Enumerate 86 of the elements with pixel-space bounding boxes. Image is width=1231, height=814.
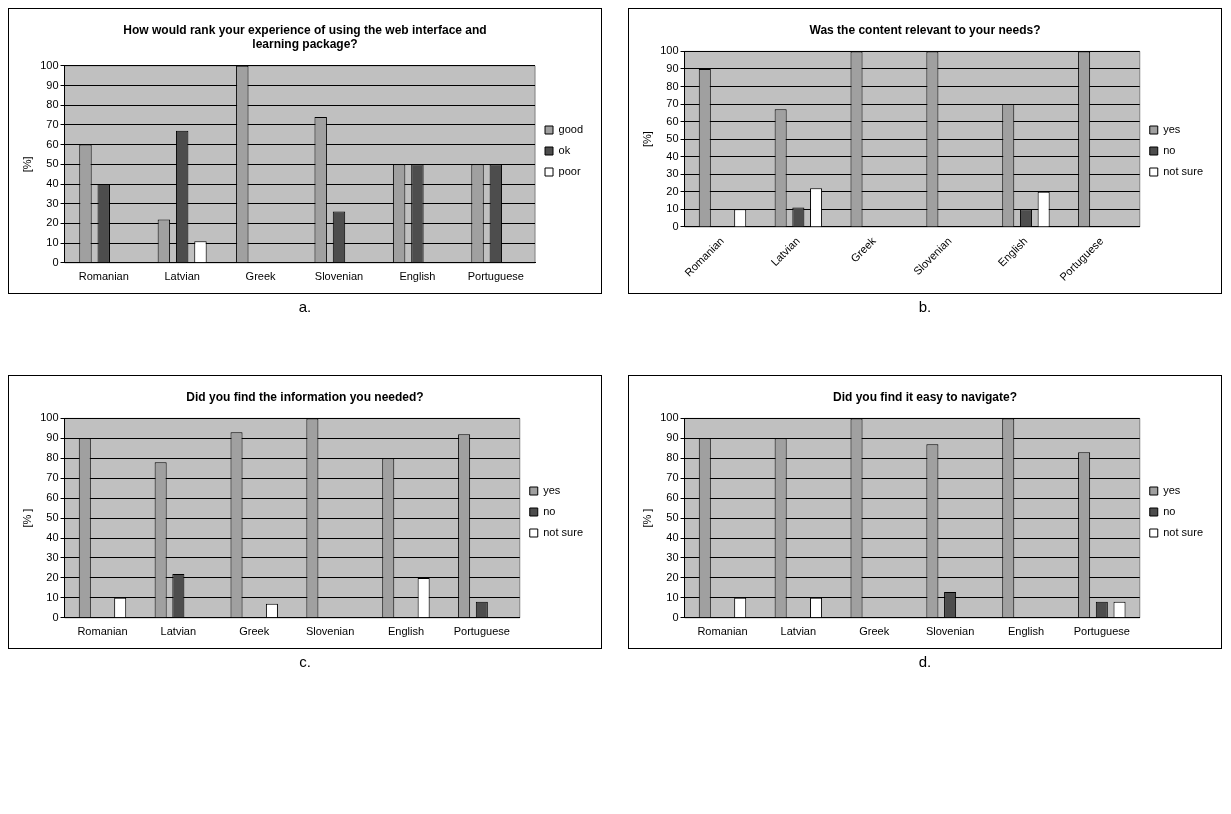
x-tick-label: English bbox=[387, 625, 424, 638]
chart-title: Was the content relevant to your needs? bbox=[809, 22, 1041, 37]
x-tick-label: Portuguese bbox=[1073, 625, 1130, 638]
x-tick-label: Latvian bbox=[160, 625, 197, 638]
legend-label: yes bbox=[1163, 123, 1181, 136]
y-tick-label: 60 bbox=[666, 491, 679, 504]
legend-label: no bbox=[1163, 144, 1176, 157]
legend-label: no bbox=[543, 505, 556, 518]
y-tick-label: 90 bbox=[666, 61, 679, 74]
y-tick-label: 20 bbox=[666, 184, 679, 197]
y-axis-title: [% ] bbox=[20, 508, 33, 528]
x-tick-label: Latvian bbox=[780, 625, 817, 638]
x-tick-label: Greek bbox=[239, 625, 270, 638]
legend-label: not sure bbox=[1163, 165, 1203, 178]
text: b. bbox=[917, 298, 933, 315]
y-axis-title: [%] bbox=[20, 156, 33, 173]
x-tick-label: Romanian bbox=[78, 270, 129, 283]
y-tick-label: 90 bbox=[666, 431, 679, 444]
legend-label: yes bbox=[543, 484, 561, 497]
legend-label: ok bbox=[558, 144, 571, 157]
legend-label: yes bbox=[1163, 484, 1181, 497]
y-tick-label: 20 bbox=[46, 216, 59, 229]
y-tick-label: 70 bbox=[46, 117, 59, 130]
x-tick-label: English bbox=[399, 270, 436, 283]
y-tick-label: 70 bbox=[46, 471, 59, 484]
x-tick-label: Portuguese bbox=[467, 270, 524, 283]
y-tick-label: 70 bbox=[666, 97, 679, 110]
y-tick-label: 80 bbox=[666, 79, 679, 92]
legend-label: good bbox=[558, 123, 584, 136]
y-tick-label: 50 bbox=[46, 157, 59, 170]
y-tick-label: 40 bbox=[46, 531, 59, 544]
y-tick-label: 40 bbox=[46, 177, 59, 190]
y-tick-label: 10 bbox=[46, 590, 59, 603]
x-tick-label: Romanian bbox=[77, 625, 128, 638]
y-tick-label: 20 bbox=[46, 570, 59, 583]
text: d. bbox=[917, 653, 933, 670]
y-tick-label: 0 bbox=[52, 610, 59, 623]
y-tick-label: 10 bbox=[666, 202, 679, 215]
y-tick-label: 30 bbox=[666, 167, 679, 180]
x-tick-label: Slovenian bbox=[314, 270, 364, 283]
x-tick-label: Greek bbox=[859, 625, 890, 638]
x-tick-label: Slovenian bbox=[305, 625, 355, 638]
y-tick-label: 90 bbox=[46, 431, 59, 444]
y-tick-label: 30 bbox=[46, 196, 59, 209]
y-tick-label: 100 bbox=[40, 58, 59, 71]
y-tick-label: 50 bbox=[46, 511, 59, 524]
x-tick-label: Slovenian bbox=[925, 625, 975, 638]
text: c. bbox=[298, 653, 312, 670]
y-tick-label: 30 bbox=[46, 551, 59, 564]
x-tick-label: Portuguese bbox=[453, 625, 510, 638]
y-tick-label: 50 bbox=[666, 511, 679, 524]
chart-title: Did you find it easy to navigate? bbox=[832, 389, 1018, 404]
y-tick-label: 50 bbox=[666, 132, 679, 145]
y-tick-label: 40 bbox=[666, 149, 679, 162]
y-tick-label: 20 bbox=[666, 570, 679, 583]
y-tick-label: 30 bbox=[666, 551, 679, 564]
x-tick-label: Greek bbox=[245, 270, 277, 283]
y-tick-label: 60 bbox=[46, 137, 59, 150]
y-tick-label: 60 bbox=[46, 491, 59, 504]
y-tick-label: 90 bbox=[46, 78, 59, 91]
y-tick-label: 0 bbox=[672, 610, 679, 623]
x-tick-label: Romanian bbox=[697, 625, 748, 638]
chart-title: Did you find the information you needed? bbox=[186, 389, 424, 404]
y-tick-label: 40 bbox=[666, 531, 679, 544]
text: a. bbox=[297, 298, 313, 315]
y-axis-title: [% ] bbox=[640, 508, 653, 528]
y-tick-label: 0 bbox=[672, 219, 679, 232]
x-tick-label: English bbox=[1007, 625, 1044, 638]
y-tick-label: 80 bbox=[46, 98, 59, 111]
y-axis-title: [%] bbox=[640, 131, 653, 148]
x-tick-label: Latvian bbox=[164, 270, 200, 283]
legend-label: not sure bbox=[543, 526, 583, 539]
y-tick-label: 10 bbox=[666, 590, 679, 603]
legend-label: no bbox=[1163, 505, 1176, 518]
chart-title: How would rank your experience of using the web interface and learning package? bbox=[123, 22, 487, 51]
y-tick-label: 80 bbox=[666, 451, 679, 464]
y-tick-label: 70 bbox=[666, 471, 679, 484]
y-tick-label: 80 bbox=[46, 451, 59, 464]
y-tick-label: 10 bbox=[46, 236, 59, 249]
legend-label: not sure bbox=[1163, 526, 1203, 539]
y-tick-label: 60 bbox=[666, 114, 679, 127]
y-tick-label: 100 bbox=[660, 411, 679, 424]
legend-label: poor bbox=[558, 165, 581, 178]
y-tick-label: 100 bbox=[660, 44, 679, 57]
y-tick-label: 0 bbox=[52, 255, 59, 268]
y-tick-label: 100 bbox=[40, 411, 59, 424]
